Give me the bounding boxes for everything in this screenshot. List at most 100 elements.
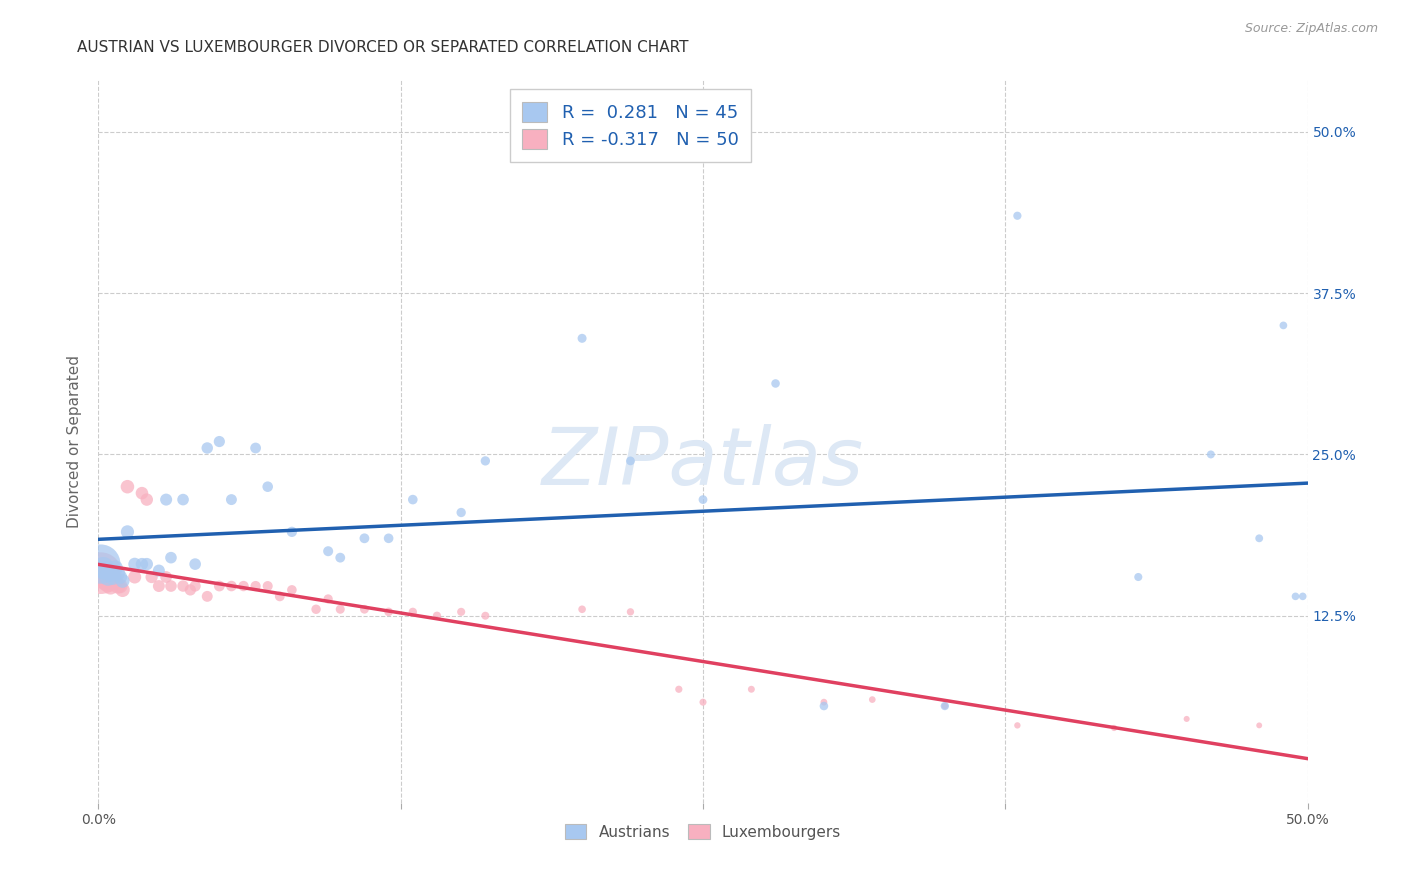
Point	[221, 492, 243, 507]
Point	[619, 454, 641, 468]
Point	[111, 574, 134, 588]
Point	[450, 605, 472, 619]
Point	[107, 566, 129, 581]
Point	[402, 605, 425, 619]
Point	[104, 574, 127, 588]
Point	[1249, 531, 1271, 545]
Point	[117, 524, 139, 539]
Point	[934, 699, 956, 714]
Point	[1249, 718, 1271, 732]
Point	[148, 564, 170, 578]
Point	[135, 557, 157, 571]
Point	[426, 608, 449, 623]
Point	[1284, 590, 1306, 604]
Point	[281, 582, 304, 597]
Point	[765, 376, 787, 391]
Point	[111, 582, 134, 597]
Point	[402, 492, 425, 507]
Point	[208, 434, 231, 449]
Point	[813, 699, 835, 714]
Point	[353, 531, 375, 545]
Point	[195, 590, 218, 604]
Point	[256, 480, 278, 494]
Point	[97, 570, 120, 584]
Point	[97, 576, 120, 591]
Point	[1102, 721, 1125, 735]
Text: AUSTRIAN VS LUXEMBOURGER DIVORCED OR SEPARATED CORRELATION CHART: AUSTRIAN VS LUXEMBOURGER DIVORCED OR SEP…	[77, 40, 689, 55]
Point	[668, 682, 690, 697]
Point	[155, 570, 177, 584]
Point	[172, 492, 194, 507]
Y-axis label: Divorced or Separated: Divorced or Separated	[67, 355, 83, 528]
Point	[316, 544, 339, 558]
Point	[148, 579, 170, 593]
Point	[221, 579, 243, 593]
Point	[692, 492, 714, 507]
Point	[256, 579, 278, 593]
Point	[619, 605, 641, 619]
Point	[1007, 718, 1029, 732]
Point	[474, 454, 496, 468]
Text: ZIPatlas: ZIPatlas	[541, 425, 865, 502]
Point	[172, 579, 194, 593]
Point	[571, 331, 593, 345]
Text: Source: ZipAtlas.com: Source: ZipAtlas.com	[1244, 22, 1378, 36]
Point	[124, 557, 146, 571]
Point	[245, 441, 267, 455]
Point	[108, 579, 131, 593]
Point	[316, 591, 339, 606]
Point	[1128, 570, 1150, 584]
Point	[184, 579, 207, 593]
Point	[245, 579, 267, 593]
Point	[117, 480, 139, 494]
Point	[100, 579, 122, 593]
Point	[571, 602, 593, 616]
Point	[813, 695, 835, 709]
Point	[91, 570, 114, 584]
Legend: Austrians, Luxembourgers: Austrians, Luxembourgers	[558, 818, 848, 846]
Point	[474, 608, 496, 623]
Point	[353, 602, 375, 616]
Point	[1175, 712, 1198, 726]
Point	[281, 524, 304, 539]
Point	[179, 582, 201, 597]
Point	[934, 699, 956, 714]
Point	[208, 579, 231, 593]
Point	[131, 486, 153, 500]
Point	[740, 682, 762, 697]
Point	[104, 561, 127, 575]
Point	[101, 570, 124, 584]
Point	[100, 566, 122, 581]
Point	[94, 574, 117, 588]
Point	[195, 441, 218, 455]
Point	[1292, 590, 1315, 604]
Point	[692, 695, 714, 709]
Point	[184, 557, 207, 571]
Point	[329, 602, 352, 616]
Point	[377, 531, 399, 545]
Point	[269, 590, 291, 604]
Point	[329, 550, 352, 565]
Point	[160, 579, 183, 593]
Point	[131, 557, 153, 571]
Point	[232, 579, 254, 593]
Point	[141, 570, 163, 584]
Point	[1007, 209, 1029, 223]
Point	[1199, 447, 1222, 461]
Point	[90, 566, 112, 581]
Point	[94, 564, 117, 578]
Point	[377, 605, 399, 619]
Point	[1272, 318, 1295, 333]
Point	[124, 570, 146, 584]
Point	[91, 561, 114, 575]
Point	[108, 570, 131, 584]
Point	[135, 492, 157, 507]
Point	[450, 506, 472, 520]
Point	[305, 602, 328, 616]
Point	[155, 492, 177, 507]
Point	[860, 692, 883, 706]
Point	[90, 557, 112, 571]
Point	[107, 579, 129, 593]
Point	[101, 570, 124, 584]
Point	[160, 550, 183, 565]
